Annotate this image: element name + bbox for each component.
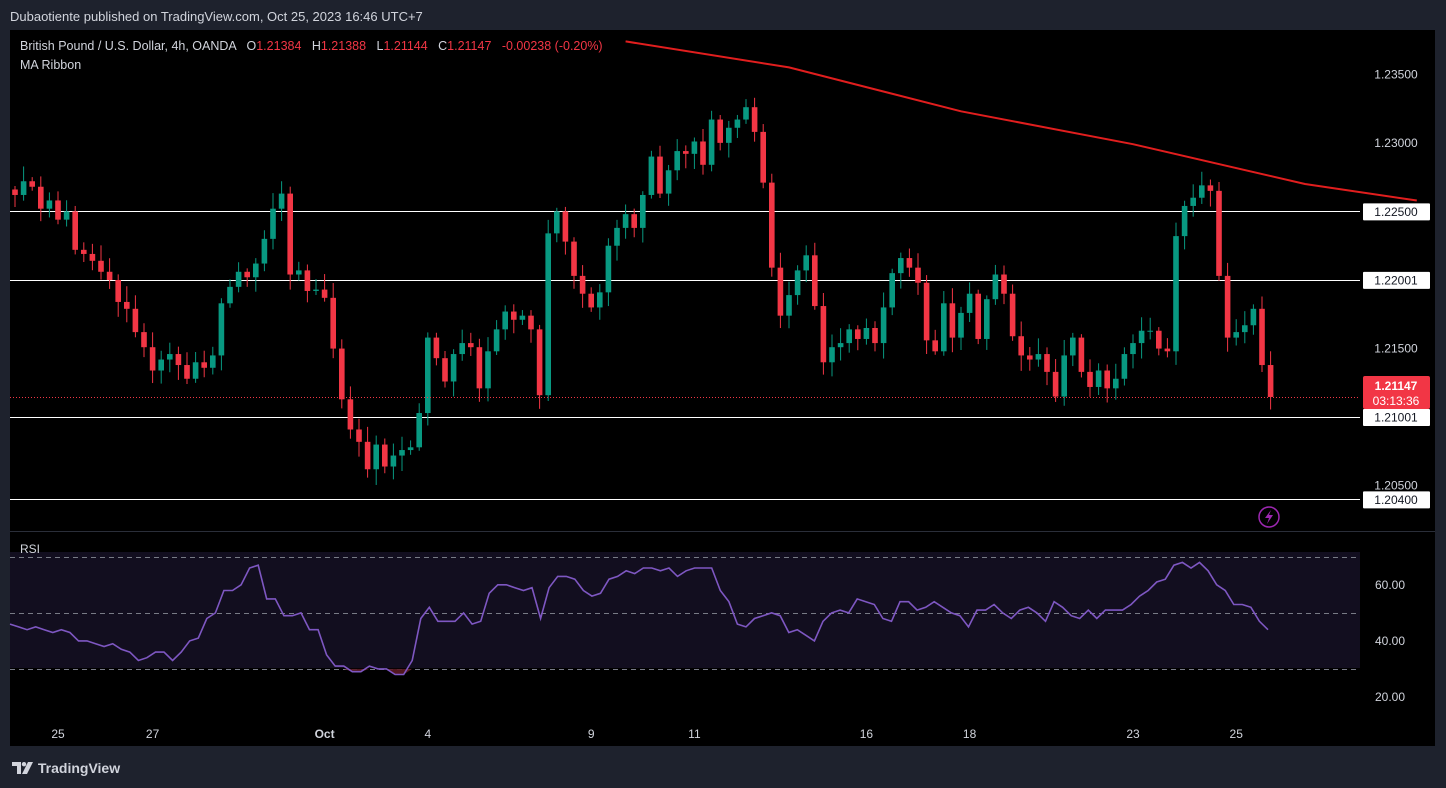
tradingview-icon [12,762,33,774]
chart-frame[interactable] [10,30,1435,746]
rsi-legend[interactable]: RSI [20,542,41,556]
low-value: 1.21144 [383,39,428,53]
publisher-line: Dubaotiente published on TradingView.com… [10,9,423,24]
tradingview-brand: TradingView [37,760,121,776]
high-label: H [311,39,321,53]
open-label: O [246,39,257,53]
chart-legend: British Pound / U.S. Dollar, 4h, OANDA O… [20,39,603,53]
symbol-description[interactable]: British Pound / U.S. Dollar, 4h, OANDA [20,39,237,53]
change-value: -0.00238 (-0.20%) [501,39,603,53]
close-value: 1.21147 [447,39,492,53]
indicator-legend[interactable]: MA Ribbon [20,58,82,72]
close-label: C [438,39,448,53]
top-bar: Dubaotiente published on TradingView.com… [0,0,1446,30]
tradingview-logo[interactable]: TradingView [12,760,120,776]
open-value: 1.21384 [256,39,302,53]
bottom-bar: TradingView [0,746,1446,788]
low-label: L [376,39,384,53]
high-value: 1.21388 [320,39,367,53]
